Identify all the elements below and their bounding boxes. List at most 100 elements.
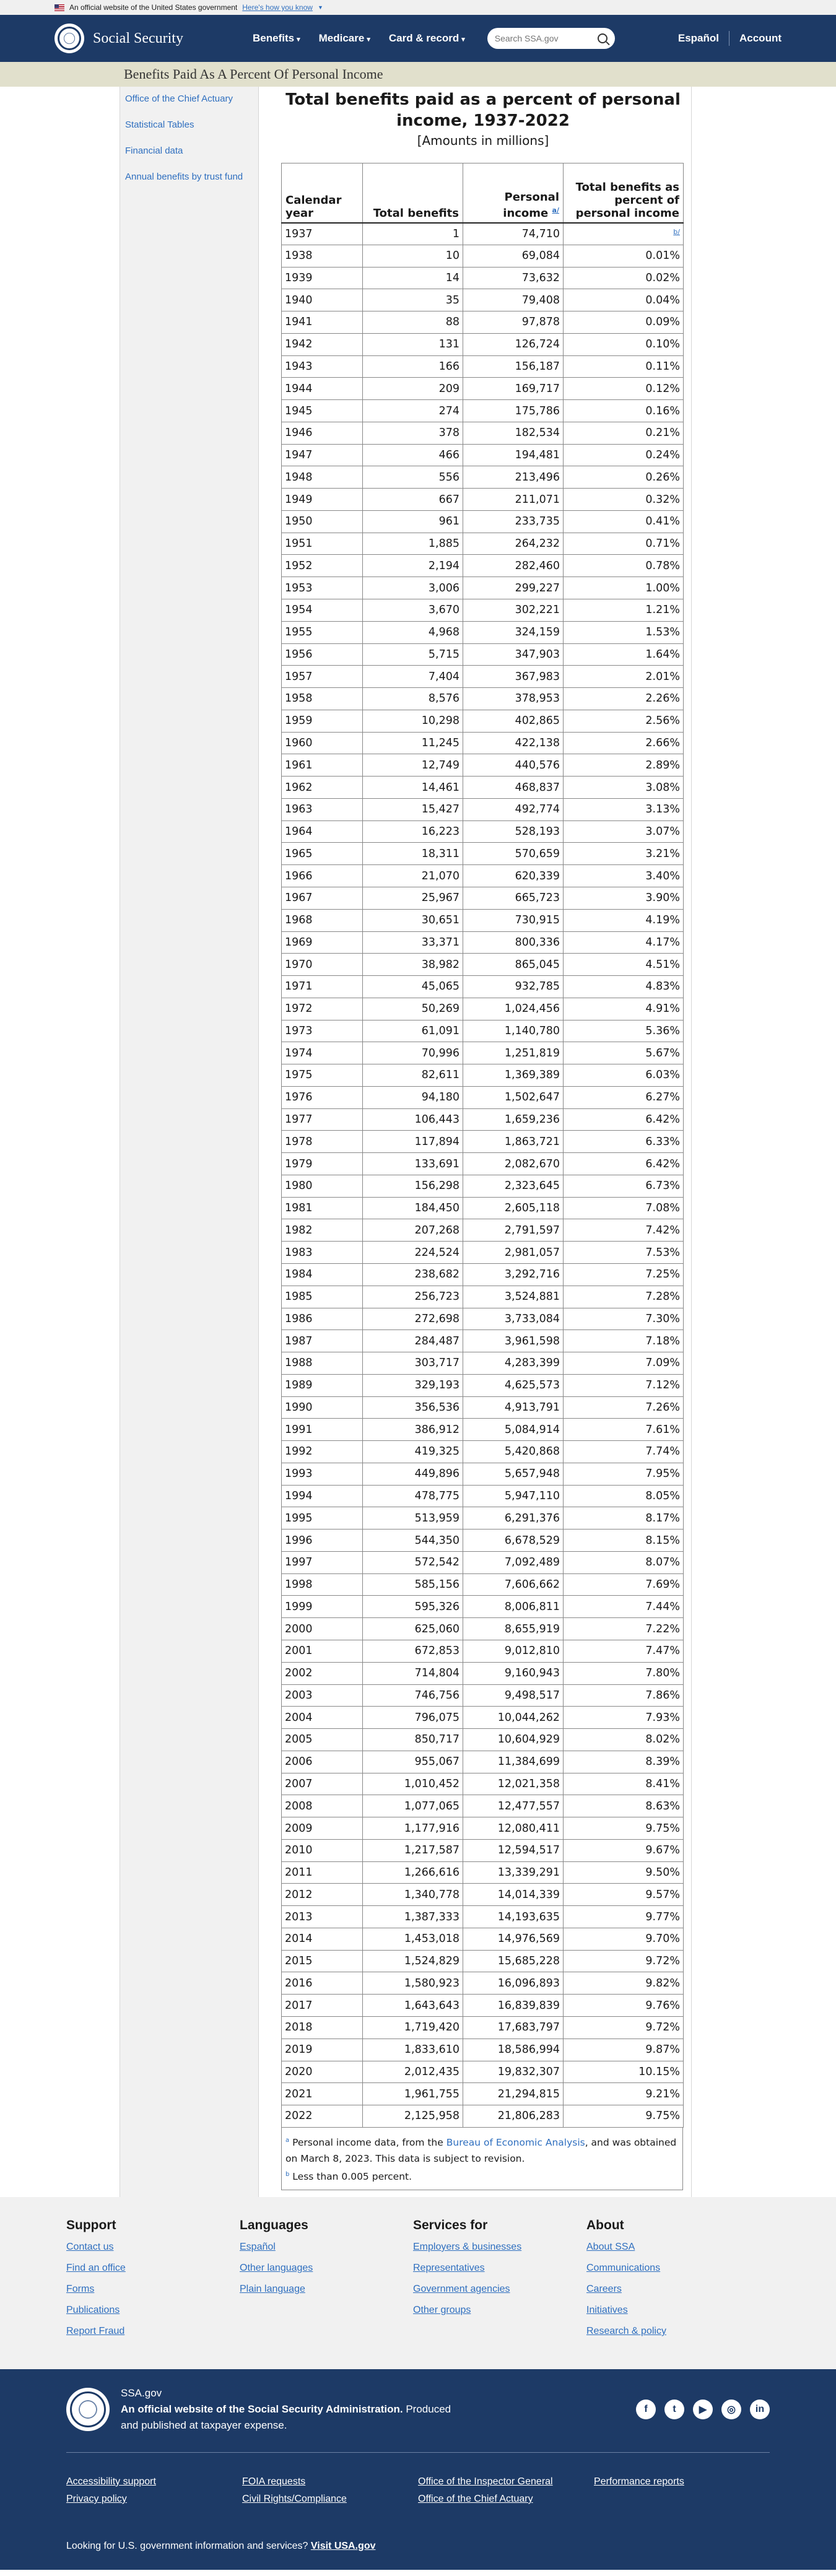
footer-link[interactable]: Other groups [413,2305,471,2315]
table-row: 1967 25,967 665,723 3.90% [281,886,684,910]
nav-medicare[interactable]: Medicare ▾ [318,32,370,44]
footer-link[interactable]: Employers & businesses [413,2242,522,2252]
cell-percent: 0.21% [563,421,684,445]
site-name: Social Security [93,30,183,46]
facebook-icon[interactable]: f [636,2400,656,2419]
cell-personal-income: 299,227 [463,577,564,600]
cell-total-benefits: 961 [362,510,463,533]
cell-year: 2020 [281,2060,363,2084]
cell-year: 1996 [281,1529,363,1552]
cell-total-benefits: 4,968 [362,620,463,644]
cell-percent: 7.95% [563,1462,684,1486]
legal-link[interactable]: Privacy policy [66,2494,127,2504]
cell-percent: 7.47% [563,1640,684,1663]
footer-heading: Support [66,2218,116,2232]
bea-link[interactable]: Bureau of Economic Analysis [446,2137,585,2148]
us-flag-icon [54,4,64,11]
footer-link[interactable]: Representatives [413,2263,485,2273]
table-row: 1941 88 97,878 0.09% [281,311,684,334]
usa-gov-link[interactable]: Visit USA.gov [310,2541,376,2551]
linkedin-icon[interactable]: in [750,2400,770,2419]
cell-personal-income: 1,140,780 [463,1019,564,1043]
cell-total-benefits: 850,717 [362,1728,463,1751]
footer-link[interactable]: Plain language [240,2284,305,2294]
cell-personal-income: 69,084 [463,244,564,268]
cell-total-benefits: 207,268 [362,1219,463,1242]
footer-link[interactable]: Careers [586,2284,622,2294]
legal-link[interactable]: Office of the Inspector General [418,2476,553,2487]
cell-total-benefits: 544,350 [362,1529,463,1552]
nav-card-record[interactable]: Card & record ▾ [388,32,465,44]
footer-link[interactable]: Other languages [240,2263,313,2273]
cell-percent: 7.08% [563,1196,684,1220]
cell-percent: 0.16% [563,399,684,422]
cell-percent: 9.87% [563,2038,684,2061]
cell-total-benefits: 106,443 [362,1108,463,1131]
cell-total-benefits: 1,524,829 [362,1949,463,1973]
table-row: 1986 272,698 3,733,084 7.30% [281,1307,684,1331]
footer-link[interactable]: Contact us [66,2242,114,2252]
cell-percent: 2.01% [563,665,684,689]
site-logo[interactable]: Social Security [54,24,253,53]
legal-link[interactable]: Office of the Chief Actuary [418,2494,533,2504]
cell-year: 1990 [281,1396,363,1419]
cell-percent: 8.17% [563,1507,684,1530]
heres-how-you-know-link[interactable]: Here's how you know [242,3,313,12]
youtube-icon[interactable]: ▶ [693,2400,713,2419]
table-row: 1989 329,193 4,625,573 7.12% [281,1373,684,1397]
cell-year: 1992 [281,1440,363,1463]
espanol-link[interactable]: Español [677,32,719,44]
legal-link[interactable]: Civil Rights/Compliance [242,2494,347,2504]
cell-year: 1952 [281,554,363,578]
sidebar-link-annual-benefits[interactable]: Annual benefits by trust fund [125,172,243,182]
sidebar-link-financial-data[interactable]: Financial data [125,146,183,156]
footnote-b-link[interactable]: b/ [673,228,680,237]
legal-link[interactable]: FOIA requests [242,2476,306,2487]
cell-percent: 1.00% [563,577,684,600]
cell-total-benefits: 131 [362,333,463,356]
search-icon[interactable] [597,33,607,43]
nav-benefits[interactable]: Benefits ▾ [253,32,300,44]
search-input[interactable] [494,33,588,43]
page-title-bar: Benefits Paid As A Percent Of Personal I… [0,62,836,87]
cell-personal-income: 367,983 [463,665,564,689]
cell-personal-income: 6,678,529 [463,1529,564,1552]
legal-link[interactable]: Performance reports [594,2476,684,2487]
account-link[interactable]: Account [739,32,782,44]
footer-link[interactable]: Español [240,2242,276,2252]
cell-percent: 7.09% [563,1352,684,1375]
cell-total-benefits: 466 [362,443,463,467]
footer-link[interactable]: Research & policy [586,2326,666,2336]
footer-link[interactable]: Publications [66,2305,120,2315]
cell-total-benefits: 955,067 [362,1750,463,1773]
footnote-a-link[interactable]: a/ [552,206,559,214]
cell-percent: 7.53% [563,1241,684,1264]
footer-link[interactable]: Report Fraud [66,2326,125,2336]
cell-personal-income: 932,785 [463,975,564,998]
footer-link[interactable]: Find an office [66,2263,126,2273]
cell-year: 1956 [281,643,363,666]
cell-percent: 9.75% [563,1817,684,1840]
twitter-icon[interactable]: t [664,2400,684,2419]
cell-personal-income: 324,159 [463,620,564,644]
cell-percent: 1.21% [563,599,684,622]
footer-link[interactable]: Government agencies [413,2284,510,2294]
legal-link-column: Office of the Inspector General Office of… [418,2476,594,2511]
sidebar-link-chief-actuary[interactable]: Office of the Chief Actuary [125,94,233,104]
main-content: Total benefits paid as a percent of pers… [258,87,692,2197]
cell-total-benefits: 166 [362,355,463,378]
cell-year: 1951 [281,532,363,555]
table-subtitle: [Amounts in millions] [417,133,549,148]
sidebar-link-statistical-tables[interactable]: Statistical Tables [125,120,194,130]
footer-link[interactable]: Communications [586,2263,661,2273]
footer-link[interactable]: About SSA [586,2242,635,2252]
table-row: 1994 478,775 5,947,110 8.05% [281,1484,684,1508]
table-row: 1955 4,968 324,159 1.53% [281,620,684,644]
legal-link[interactable]: Accessibility support [66,2476,156,2487]
footer-link[interactable]: Forms [66,2284,95,2294]
cell-total-benefits: 10,298 [362,709,463,733]
instagram-icon[interactable]: ◎ [721,2400,741,2419]
table-row: 1956 5,715 347,903 1.64% [281,643,684,666]
cell-percent: 4.83% [563,975,684,998]
footer-link[interactable]: Initiatives [586,2305,628,2315]
